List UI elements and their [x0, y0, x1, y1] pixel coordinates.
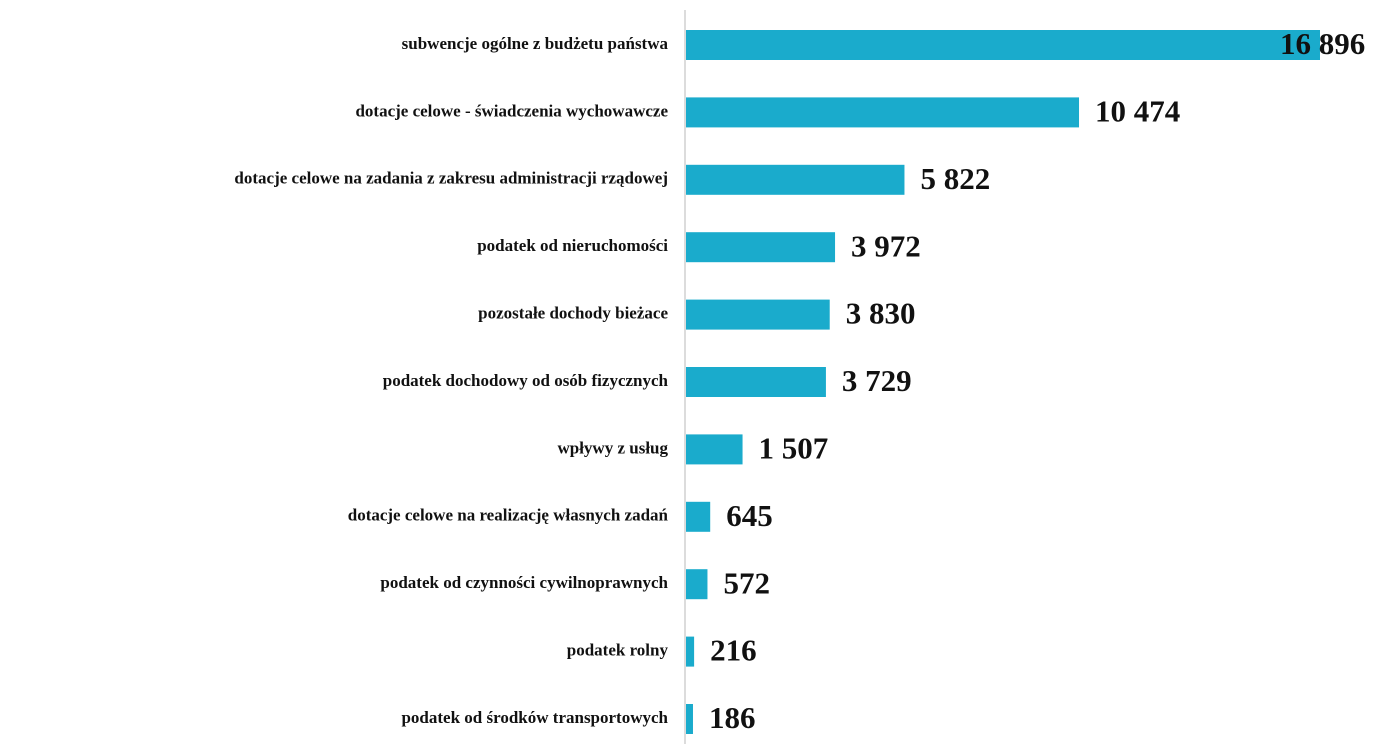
bar [686, 30, 1320, 60]
value-label: 645 [726, 498, 773, 533]
category-label: dotacje celowe na zadania z zakresu admi… [234, 169, 668, 188]
bar [686, 434, 743, 465]
value-label: 3 729 [842, 363, 912, 398]
bar [686, 164, 905, 195]
category-label: subwencje ogólne z budżetu państwa [402, 34, 669, 53]
category-label: podatek rolny [567, 641, 669, 660]
value-label: 10 474 [1095, 94, 1180, 129]
value-label: 3 972 [851, 228, 921, 263]
category-label: dotacje celowe - świadczenia wychowawcze [355, 101, 668, 120]
bar [686, 232, 836, 263]
value-label: 216 [710, 633, 757, 668]
value-label: 572 [723, 565, 770, 600]
category-label: podatek od nieruchomości [477, 236, 668, 255]
category-label: podatek od środków transportowych [401, 708, 668, 727]
category-label: pozostałe dochody bieżace [478, 304, 668, 323]
bar [686, 636, 695, 667]
bar [686, 97, 1080, 128]
bar [686, 367, 826, 397]
bar [686, 704, 693, 734]
bar [686, 299, 830, 330]
value-label: 3 830 [846, 296, 916, 331]
value-label: 16 896 [1280, 26, 1365, 61]
category-label: podatek od czynności cywilnoprawnych [380, 573, 668, 592]
category-label: dotacje celowe na realizację własnych za… [348, 506, 669, 525]
category-label: wpływy z usług [557, 438, 668, 457]
value-label: 5 822 [920, 161, 990, 196]
value-label: 186 [709, 700, 756, 735]
category-label: podatek dochodowy od osób fizycznych [383, 371, 669, 390]
bar [686, 501, 711, 532]
bar [686, 569, 708, 600]
value-label: 1 507 [759, 431, 829, 466]
